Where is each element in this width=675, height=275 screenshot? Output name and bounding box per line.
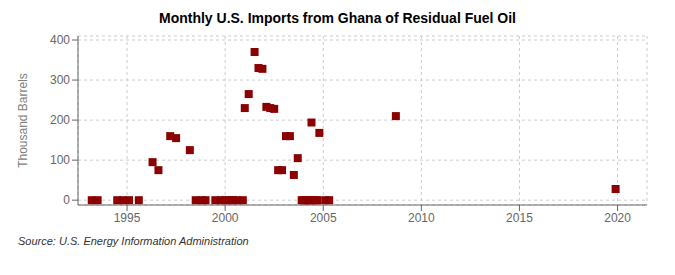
svg-text:2015: 2015 — [506, 211, 533, 225]
svg-text:100: 100 — [50, 153, 70, 167]
svg-text:Thousand Barrels: Thousand Barrels — [16, 73, 30, 168]
svg-text:2020: 2020 — [604, 211, 631, 225]
svg-text:0: 0 — [63, 193, 70, 207]
html-text:Monthly U.S. Imports from Ghan: Monthly U.S. Imports from Ghana of Resid… — [159, 10, 516, 26]
svg-text:400: 400 — [50, 33, 70, 47]
svg-text:2010: 2010 — [408, 211, 435, 225]
svg-text:2005: 2005 — [310, 211, 337, 225]
svg-text:2000: 2000 — [212, 211, 239, 225]
html-text:Source: U.S. Energy Informatio: Source: U.S. Energy Information Administ… — [18, 235, 249, 247]
svg-text:200: 200 — [50, 113, 70, 127]
svg-text:300: 300 — [50, 73, 70, 87]
svg-text:1995: 1995 — [114, 211, 141, 225]
